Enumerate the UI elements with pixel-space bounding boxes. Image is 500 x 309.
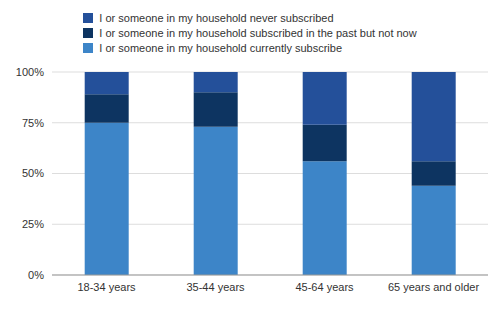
html-text:I or someone in my household c: I or someone in my household currently s… bbox=[99, 41, 342, 54]
svg-text:45-64 years: 45-64 years bbox=[295, 281, 354, 293]
svg-text:18-34 years: 18-34 years bbox=[77, 281, 136, 293]
svg-text:65 years and older: 65 years and older bbox=[388, 281, 479, 293]
svg-text:75%: 75% bbox=[22, 117, 44, 129]
html-text:I or someone in my household n: I or someone in my household never subsc… bbox=[99, 11, 334, 24]
svg-text:25%: 25% bbox=[22, 218, 44, 230]
svg-text:50%: 50% bbox=[22, 167, 44, 179]
svg-text:35-44 years: 35-44 years bbox=[186, 281, 245, 293]
svg-text:100%: 100% bbox=[16, 66, 44, 78]
svg-text:0%: 0% bbox=[28, 269, 44, 281]
html-text:I or someone in my household s: I or someone in my household subscribed … bbox=[99, 26, 417, 39]
